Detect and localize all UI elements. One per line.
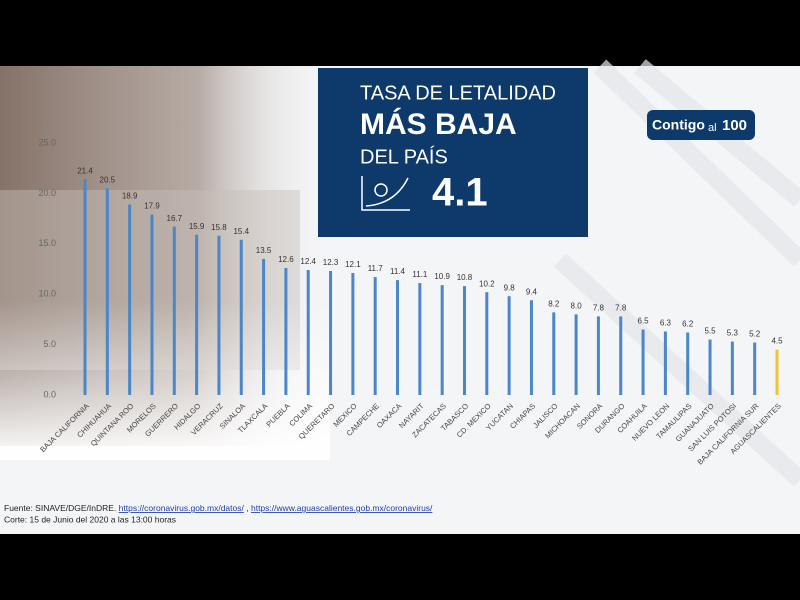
logo-word: Contigo	[652, 117, 705, 133]
value-label: 10.2	[479, 279, 495, 288]
source-sep: ,	[246, 503, 248, 513]
bar	[686, 332, 690, 395]
bar	[663, 331, 667, 395]
value-label: 18.9	[122, 192, 138, 201]
bar	[708, 339, 712, 395]
panel-icon	[361, 176, 410, 211]
value-label: 12.4	[300, 257, 316, 266]
bar	[329, 271, 333, 395]
value-label: 9.4	[526, 287, 538, 296]
value-label: 11.4	[390, 267, 406, 276]
value-label: 8.0	[571, 301, 583, 310]
value-label: 20.5	[100, 175, 116, 184]
bar	[217, 235, 221, 395]
value-label: 11.1	[412, 270, 428, 279]
value-label: 5.3	[727, 329, 739, 338]
bar	[150, 214, 154, 395]
logo-number: 100	[722, 117, 747, 134]
bar	[195, 234, 199, 395]
bar	[105, 188, 109, 395]
bar	[418, 283, 422, 395]
bar	[552, 312, 556, 395]
bar	[83, 179, 87, 395]
value-label: 10.8	[457, 273, 473, 282]
bar	[351, 273, 355, 395]
value-label: 15.4	[233, 227, 249, 236]
source-link[interactable]: https://coronavirus.gob.mx/datos/	[119, 503, 245, 513]
photo-fade	[0, 300, 330, 460]
y-tick-label: 15.0	[38, 238, 56, 248]
y-tick-label: 0.0	[43, 389, 56, 399]
bar	[507, 296, 511, 395]
value-label: 21.4	[77, 166, 93, 175]
value-label: 8.2	[548, 299, 560, 308]
panel-value: 4.1	[432, 171, 488, 215]
value-label: 9.8	[504, 283, 516, 292]
y-tick-label: 25.0	[38, 137, 56, 147]
value-label: 12.1	[345, 260, 361, 269]
bar	[730, 341, 734, 395]
value-label: 16.7	[167, 214, 183, 223]
value-label: 15.8	[211, 223, 227, 232]
value-label: 5.2	[749, 330, 761, 339]
bar	[485, 292, 489, 395]
bar	[619, 316, 623, 395]
value-label: 5.5	[704, 327, 716, 336]
source: Fuente: SINAVE/DGE/InDRE. https://corona…	[4, 503, 433, 513]
bar	[641, 329, 645, 395]
logo	[647, 110, 755, 140]
bar	[284, 267, 288, 395]
y-tick-label: 10.0	[38, 289, 56, 299]
source-link[interactable]: https://www.aguascalientes.gob.mx/corona…	[251, 503, 433, 513]
value-label: 6.3	[660, 319, 672, 328]
value-label: 7.8	[615, 303, 627, 312]
value-label: 13.5	[256, 246, 272, 255]
bar	[396, 280, 400, 395]
bar	[775, 349, 779, 395]
bar	[373, 277, 377, 395]
bar	[529, 300, 533, 395]
bar	[440, 285, 444, 395]
value-label: 15.9	[189, 222, 205, 231]
value-label: 12.3	[323, 258, 339, 267]
y-tick-label: 5.0	[43, 339, 56, 349]
value-label: 11.7	[368, 264, 384, 273]
highlight-panel	[318, 68, 588, 237]
y-tick-label: 20.0	[38, 188, 56, 198]
bar	[574, 314, 578, 395]
bar	[262, 258, 266, 395]
value-label: 7.8	[593, 303, 605, 312]
value-label: 10.9	[434, 272, 450, 281]
bar	[306, 270, 310, 395]
value-label: 17.9	[144, 202, 160, 211]
panel-line1: TASA DE LETALIDAD	[360, 82, 556, 104]
bar	[239, 239, 243, 395]
bar	[596, 316, 600, 395]
source-prefix: Fuente: SINAVE/DGE/InDRE.	[4, 503, 116, 513]
value-label: 6.2	[682, 320, 694, 329]
panel-line3: DEL PAÍS	[360, 145, 448, 168]
value-label: 4.5	[771, 337, 783, 346]
value-label: 12.6	[278, 255, 294, 264]
panel-line2: MÁS BAJA	[360, 107, 517, 141]
value-label: 6.5	[638, 317, 650, 326]
bar	[172, 226, 176, 395]
bar	[128, 204, 132, 395]
cut-date: Corte: 15 de Junio del 2020 a las 13:00 …	[4, 514, 176, 524]
bar	[753, 342, 757, 395]
logo-small: al	[708, 122, 717, 134]
bar	[462, 286, 466, 395]
